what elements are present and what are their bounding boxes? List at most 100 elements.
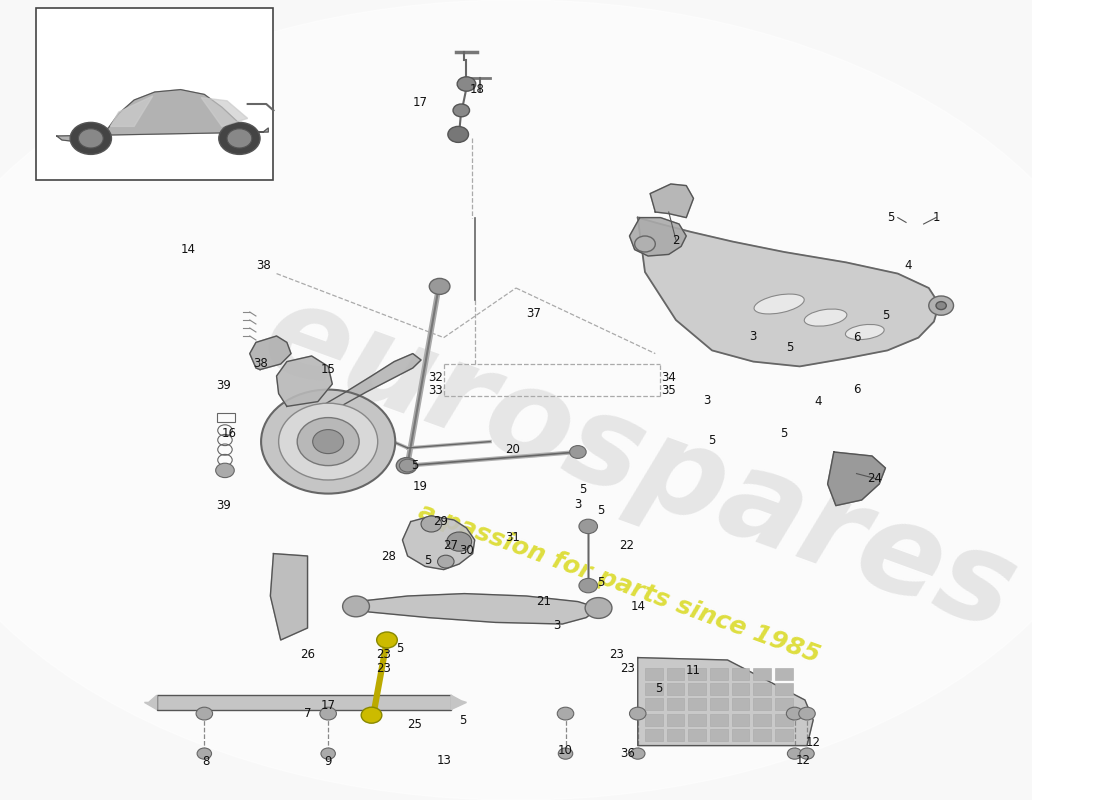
Text: 13: 13 xyxy=(437,754,451,766)
Text: 39: 39 xyxy=(217,379,231,392)
Bar xyxy=(645,729,662,741)
Circle shape xyxy=(558,707,574,720)
Circle shape xyxy=(396,458,417,474)
Bar xyxy=(157,695,451,710)
Circle shape xyxy=(399,459,416,472)
Text: 3: 3 xyxy=(703,394,711,406)
Circle shape xyxy=(447,532,472,551)
Circle shape xyxy=(786,707,803,720)
Circle shape xyxy=(928,296,954,315)
Polygon shape xyxy=(638,658,813,746)
Bar xyxy=(217,413,235,422)
Text: 32: 32 xyxy=(428,371,443,384)
Text: 8: 8 xyxy=(202,755,210,768)
Text: 5: 5 xyxy=(654,682,662,694)
Bar xyxy=(710,683,727,695)
Bar xyxy=(667,729,684,741)
Text: 26: 26 xyxy=(300,648,315,661)
Text: 24: 24 xyxy=(868,472,882,485)
Bar xyxy=(754,668,771,680)
Text: 25: 25 xyxy=(407,718,422,730)
Bar xyxy=(776,714,792,726)
Bar xyxy=(776,683,792,695)
Text: 15: 15 xyxy=(321,363,336,376)
Bar xyxy=(667,714,684,726)
Circle shape xyxy=(453,104,470,117)
Bar xyxy=(754,683,771,695)
Bar xyxy=(754,698,771,710)
Text: 29: 29 xyxy=(433,515,448,528)
Bar xyxy=(776,729,792,741)
Circle shape xyxy=(361,707,382,723)
Bar xyxy=(667,668,684,680)
Text: 23: 23 xyxy=(620,662,635,674)
Text: 35: 35 xyxy=(661,384,676,397)
Text: 3: 3 xyxy=(553,619,561,632)
Bar xyxy=(732,683,749,695)
Circle shape xyxy=(321,748,336,759)
Text: 17: 17 xyxy=(321,699,336,712)
Text: 6: 6 xyxy=(852,331,860,344)
Circle shape xyxy=(278,403,377,480)
Text: 21: 21 xyxy=(537,595,551,608)
Bar xyxy=(36,8,274,180)
Polygon shape xyxy=(629,218,686,256)
Circle shape xyxy=(376,632,397,648)
Circle shape xyxy=(585,598,612,618)
Circle shape xyxy=(570,446,586,458)
Text: 12: 12 xyxy=(795,754,811,766)
Bar xyxy=(689,714,706,726)
Text: 27: 27 xyxy=(443,539,459,552)
Circle shape xyxy=(196,707,212,720)
Bar xyxy=(645,698,662,710)
Bar xyxy=(710,668,727,680)
Text: 23: 23 xyxy=(376,648,392,661)
Text: 4: 4 xyxy=(904,259,912,272)
Text: 5: 5 xyxy=(459,714,466,726)
Polygon shape xyxy=(271,554,308,640)
Circle shape xyxy=(788,748,802,759)
Text: 38: 38 xyxy=(253,358,267,370)
Text: 3: 3 xyxy=(574,498,582,510)
Bar xyxy=(667,698,684,710)
Bar xyxy=(732,698,749,710)
Circle shape xyxy=(227,129,252,148)
Text: 31: 31 xyxy=(505,531,520,544)
Circle shape xyxy=(448,126,469,142)
Circle shape xyxy=(800,748,814,759)
Circle shape xyxy=(630,748,645,759)
Text: 11: 11 xyxy=(686,664,701,677)
Bar xyxy=(645,683,662,695)
Text: 18: 18 xyxy=(470,83,484,96)
Ellipse shape xyxy=(754,294,804,314)
Circle shape xyxy=(799,707,815,720)
Text: 23: 23 xyxy=(376,662,392,674)
Circle shape xyxy=(297,418,359,466)
Text: 19: 19 xyxy=(412,480,428,493)
Circle shape xyxy=(458,77,475,91)
Bar xyxy=(689,668,706,680)
Text: 5: 5 xyxy=(411,459,418,472)
Text: 5: 5 xyxy=(580,483,586,496)
Bar xyxy=(689,729,706,741)
Text: eurospares: eurospares xyxy=(248,272,1032,656)
Circle shape xyxy=(438,555,454,568)
Text: 30: 30 xyxy=(459,544,474,557)
Text: 33: 33 xyxy=(428,384,443,397)
Text: 5: 5 xyxy=(425,554,432,566)
Text: 20: 20 xyxy=(505,443,520,456)
Text: 22: 22 xyxy=(619,539,634,552)
Polygon shape xyxy=(827,452,886,506)
Text: 34: 34 xyxy=(661,371,676,384)
Text: 7: 7 xyxy=(304,707,311,720)
Bar xyxy=(645,714,662,726)
Circle shape xyxy=(312,430,343,454)
Text: 5: 5 xyxy=(781,427,788,440)
Text: 16: 16 xyxy=(221,427,236,440)
Circle shape xyxy=(421,516,442,532)
Text: 39: 39 xyxy=(217,499,231,512)
Polygon shape xyxy=(57,90,268,142)
Text: 23: 23 xyxy=(608,648,624,661)
Circle shape xyxy=(635,236,656,252)
Polygon shape xyxy=(110,96,153,126)
